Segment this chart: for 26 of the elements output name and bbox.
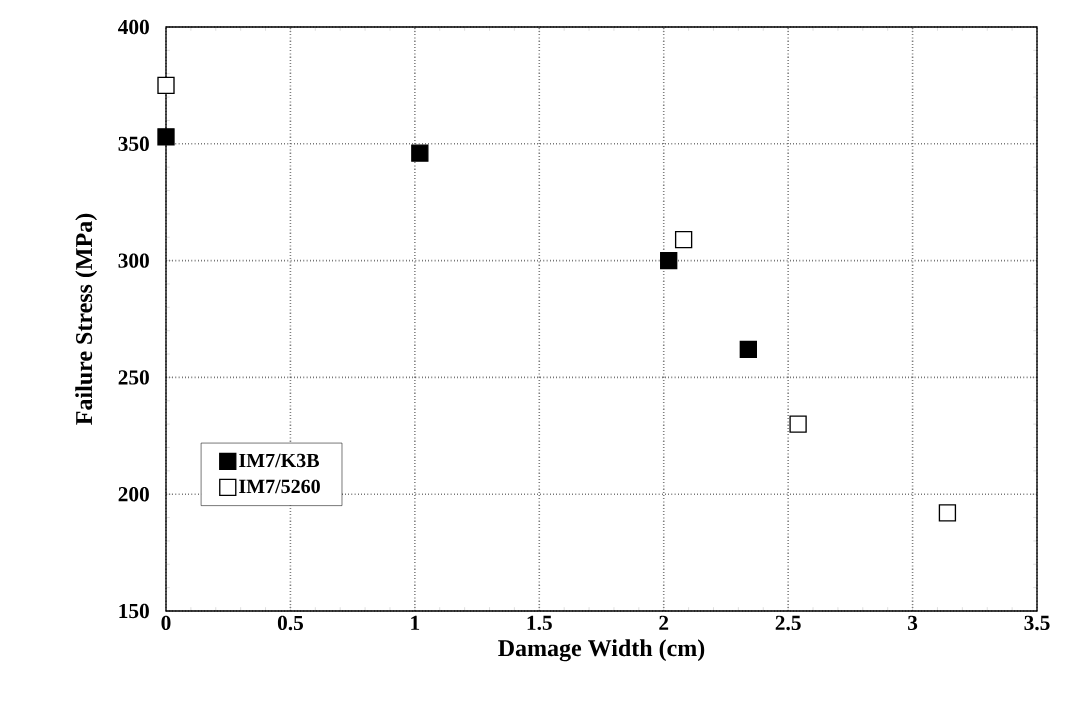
y-tick-label: 300 (118, 253, 149, 268)
x-tick-label: 2.5 (775, 615, 801, 631)
point (789, 415, 807, 433)
y-tick-label: 250 (118, 370, 149, 385)
y-axis-title: Failure Stress (MPa) (75, 213, 98, 425)
point (660, 251, 678, 270)
point (674, 230, 693, 249)
y-tick-label: 400 (118, 19, 149, 35)
x-tick-label: 2 (659, 615, 669, 630)
x-tick-label: 1 (411, 615, 420, 630)
legend-label: IM7/K3B (239, 453, 319, 468)
x-tick-label: 0.5 (277, 615, 303, 631)
point (411, 144, 429, 162)
x-axis-title: Damage Width (cm) (498, 639, 705, 662)
point (938, 504, 957, 522)
x-tick-label: 1.5 (527, 615, 552, 631)
y-tick-label: 150 (119, 603, 149, 619)
x-tick-label: 3 (908, 615, 918, 631)
legend-label: IM7/5260 (239, 479, 320, 494)
y-tick-label: 200 (118, 487, 149, 502)
x-tick-label: 3.5 (1024, 615, 1050, 631)
point (739, 340, 757, 359)
point (157, 76, 175, 95)
point (157, 128, 175, 146)
x-tick-label: 0 (161, 615, 171, 631)
y-tick-label: 350 (118, 136, 149, 151)
